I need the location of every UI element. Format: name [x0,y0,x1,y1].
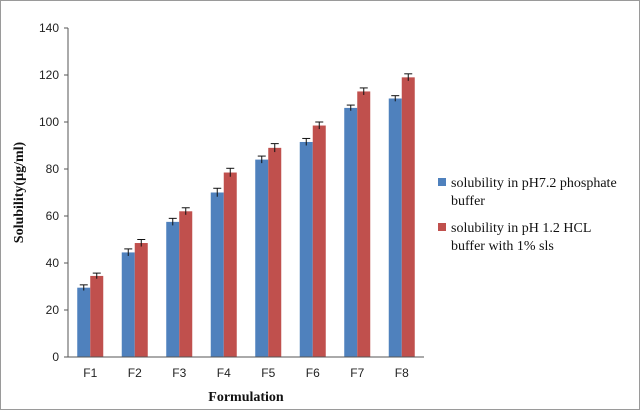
bar-hcl-f6 [312,125,326,358]
legend-swatch [438,223,446,231]
y-tick-label: 80 [46,162,60,176]
x-tick-label: F2 [128,366,142,380]
y-tick-label: 0 [52,350,59,364]
bar-hcl-f7 [357,91,371,357]
bar-phosphate-f4 [210,192,224,357]
y-tick-label: 100 [39,115,59,129]
bar-group [77,73,415,358]
y-tick-label: 60 [46,209,60,223]
y-axis-ticks: 0 20 40 60 80 100 120 140 [39,21,68,364]
y-tick-label: 20 [46,303,60,317]
x-tick-label: F7 [350,366,364,380]
y-tick-label: 140 [39,21,59,35]
y-tick-label: 120 [39,68,59,82]
y-axis-title: Solubility(µg/ml) [12,141,27,243]
bar-phosphate-f7 [344,107,358,358]
legend-label: buffer [451,194,485,209]
bar-hcl-f4 [223,172,237,357]
bar-phosphate-f6 [299,141,313,357]
legend: solubility in pH7.2 phosphate buffer solub… [438,176,617,254]
bar-hcl-f5 [268,147,282,357]
x-axis-title: Formulation [208,390,284,405]
x-tick-label: F6 [306,366,320,380]
bar-phosphate-f2 [121,252,135,357]
x-tick-label: F4 [217,366,231,380]
x-tick-label: F5 [261,366,275,380]
x-tick-label: F3 [172,366,186,380]
legend-swatch [438,178,446,186]
y-tick-label: 40 [46,256,60,270]
bar-phosphate-f1 [77,287,91,357]
legend-label: buffer with 1% sls [451,239,554,254]
bar-hcl-f8 [401,77,415,357]
bar-hcl-f2 [134,243,148,357]
legend-label: solubility in pH 1.2 HCL [451,221,591,236]
x-tick-label: F8 [395,366,409,380]
bar-hcl-f1 [90,275,104,357]
bar-hcl-f3 [179,211,193,357]
bar-phosphate-f8 [388,98,402,357]
bar-phosphate-f5 [255,159,269,357]
x-axis-ticks: F1 F2 F3 F4 F5 F6 F7 F8 [83,366,409,380]
bar-phosphate-f3 [166,221,180,357]
legend-label: solubility in pH7.2 phosphate [451,176,617,191]
x-tick-label: F1 [83,366,97,380]
